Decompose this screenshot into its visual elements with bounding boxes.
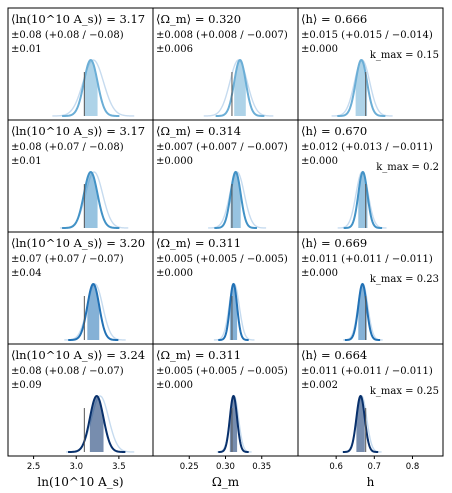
posterior-curve	[68, 282, 119, 341]
one-sigma-band	[83, 172, 98, 228]
error-label: ±0.011 (+0.011 / −0.011)	[301, 366, 433, 377]
panel-frame	[297, 343, 444, 457]
mean-label: ⟨Ω_m⟩ = 0.314	[156, 124, 241, 138]
x-tick-label: 3.0	[69, 462, 83, 472]
x-axis-label: ln(10^10 A_s)	[37, 475, 123, 489]
mean-label: ⟨ln(10^10 A_s)⟩ = 3.24	[11, 348, 145, 362]
one-sigma-band	[230, 172, 241, 228]
kmax-label: k_max = 0.15	[370, 50, 439, 61]
bias-label: ±0.01	[11, 156, 42, 167]
reference-posterior-curve	[52, 59, 135, 117]
mean-label: ⟨h⟩ = 0.669	[301, 236, 367, 250]
posterior-curve	[218, 282, 249, 341]
posterior-curve	[344, 282, 381, 341]
x-tick-label: 0.25	[180, 462, 199, 472]
panel-h-3: ⟨h⟩ = 0.664 ±0.011 (+0.011 / −0.011) ±0.00…	[297, 343, 444, 489]
bias-label: ±0.01	[11, 44, 42, 55]
posterior-curve	[62, 58, 120, 117]
one-sigma-band	[358, 284, 367, 340]
bias-label: ±0.000	[156, 156, 193, 167]
one-sigma-band	[358, 172, 368, 228]
mean-label: ⟨Ω_m⟩ = 0.311	[156, 236, 241, 250]
panel-Om-2: ⟨Ω_m⟩ = 0.311 ±0.005 (+0.005 / −0.005) ±0.…	[152, 231, 299, 345]
error-label: ±0.015 (+0.015 / −0.014)	[301, 30, 433, 41]
bias-label: ±0.002	[301, 380, 338, 391]
panel-Om-3: ⟨Ω_m⟩ = 0.311 ±0.005 (+0.005 / −0.005) ±0.…	[152, 343, 299, 489]
panel-lnAs-2: ⟨ln(10^10 A_s)⟩ = 3.20 ±0.07 (+0.07 / −0.…	[7, 231, 154, 345]
panel-lnAs-0: ⟨ln(10^10 A_s)⟩ = 3.17 ±0.08 (+0.08 / −0.…	[7, 7, 154, 121]
kmax-label: k_max = 0.23	[370, 274, 439, 285]
posterior-curve	[218, 394, 249, 453]
one-sigma-band	[355, 60, 368, 116]
row-kmax-2: ⟨ln(10^10 A_s)⟩ = 3.20 ±0.07 (+0.07 / −0.…	[7, 231, 444, 345]
bias-label: ±0.000	[301, 44, 338, 55]
error-label: ±0.007 (+0.007 / −0.007)	[156, 142, 288, 153]
one-sigma-band	[89, 396, 104, 452]
x-tick-label: 0.30	[216, 462, 235, 472]
bias-label: ±0.000	[156, 268, 193, 279]
bias-label: ±0.000	[301, 268, 338, 279]
mean-label: ⟨ln(10^10 A_s)⟩ = 3.17	[11, 12, 145, 26]
posterior-curve	[62, 170, 120, 229]
reference-posterior-curve	[64, 283, 126, 341]
x-tick-label: 0.35	[252, 462, 271, 472]
x-tick-label: 2.5	[27, 462, 41, 472]
bias-label: ±0.000	[156, 380, 193, 391]
x-tick-label: 0.8	[406, 462, 420, 472]
error-label: ±0.08 (+0.08 / −0.07)	[11, 366, 124, 377]
x-tick-label: 0.7	[368, 462, 382, 472]
one-sigma-band	[87, 284, 100, 340]
bias-label: ±0.000	[301, 156, 338, 167]
error-label: ±0.005 (+0.005 / −0.005)	[156, 254, 288, 265]
bias-label: ±0.04	[11, 268, 42, 279]
mean-label: ⟨ln(10^10 A_s)⟩ = 3.17	[11, 124, 145, 138]
kmax-label: k_max = 0.25	[370, 386, 439, 397]
panel-Om-1: ⟨Ω_m⟩ = 0.314 ±0.007 (+0.007 / −0.007) ±0.…	[152, 119, 299, 233]
mean-label: ⟨h⟩ = 0.666	[301, 12, 367, 26]
panel-Om-0: ⟨Ω_m⟩ = 0.320 ±0.008 (+0.008 / −0.007) ±0.…	[152, 7, 299, 121]
mean-label: ⟨h⟩ = 0.664	[301, 348, 367, 362]
bias-label: ±0.006	[156, 44, 193, 55]
mean-label: ⟨ln(10^10 A_s)⟩ = 3.20	[11, 236, 145, 250]
posterior-curve	[343, 170, 383, 229]
bias-label: ±0.09	[11, 380, 42, 391]
panel-lnAs-3: ⟨ln(10^10 A_s)⟩ = 3.24 ±0.08 (+0.08 / −0.…	[7, 343, 154, 489]
error-label: ±0.011 (+0.011 / −0.011)	[301, 254, 433, 265]
panel-h-0: ⟨h⟩ = 0.666 ±0.015 (+0.015 / −0.014) ±0.00…	[297, 7, 444, 121]
error-label: ±0.008 (+0.008 / −0.007)	[156, 30, 288, 41]
error-label: ±0.08 (+0.07 / −0.08)	[11, 142, 124, 153]
posterior-curve	[342, 394, 379, 453]
row-kmax-3: ⟨ln(10^10 A_s)⟩ = 3.24 ±0.08 (+0.08 / −0.…	[7, 343, 444, 489]
row-kmax-1: ⟨ln(10^10 A_s)⟩ = 3.17 ±0.08 (+0.07 / −0.…	[7, 119, 444, 233]
panel-h-2: ⟨h⟩ = 0.669 ±0.011 (+0.011 / −0.011) ±0.00…	[297, 231, 444, 345]
error-label: ±0.07 (+0.07 / −0.07)	[11, 254, 124, 265]
one-sigma-band	[83, 60, 98, 116]
panel-h-1: ⟨h⟩ = 0.670 ±0.012 (+0.013 / −0.011) ±0.00…	[297, 119, 444, 233]
mean-label: ⟨Ω_m⟩ = 0.311	[156, 348, 241, 362]
x-tick-label: 3.5	[112, 462, 126, 472]
x-axis-label: h	[367, 475, 375, 489]
posterior-curve	[337, 58, 386, 117]
kmax-label: k_max = 0.2	[376, 162, 439, 173]
x-tick-label: 0.6	[329, 462, 343, 472]
one-sigma-band	[356, 396, 365, 452]
mean-label: ⟨h⟩ = 0.670	[301, 124, 367, 138]
row-kmax-0: ⟨ln(10^10 A_s)⟩ = 3.17 ±0.08 (+0.08 / −0.…	[7, 7, 444, 121]
error-label: ±0.005 (+0.005 / −0.005)	[156, 366, 288, 377]
posterior-curve	[214, 170, 257, 229]
error-label: ±0.08 (+0.08 / −0.08)	[11, 30, 124, 41]
posterior-curve	[215, 58, 265, 117]
panel-lnAs-1: ⟨ln(10^10 A_s)⟩ = 3.17 ±0.08 (+0.07 / −0.…	[7, 119, 154, 233]
one-sigma-band	[234, 60, 246, 116]
posterior-curve	[68, 394, 126, 453]
mean-label: ⟨Ω_m⟩ = 0.320	[156, 12, 241, 26]
x-axis-label: Ω_m	[212, 475, 240, 489]
error-label: ±0.012 (+0.013 / −0.011)	[301, 142, 433, 153]
